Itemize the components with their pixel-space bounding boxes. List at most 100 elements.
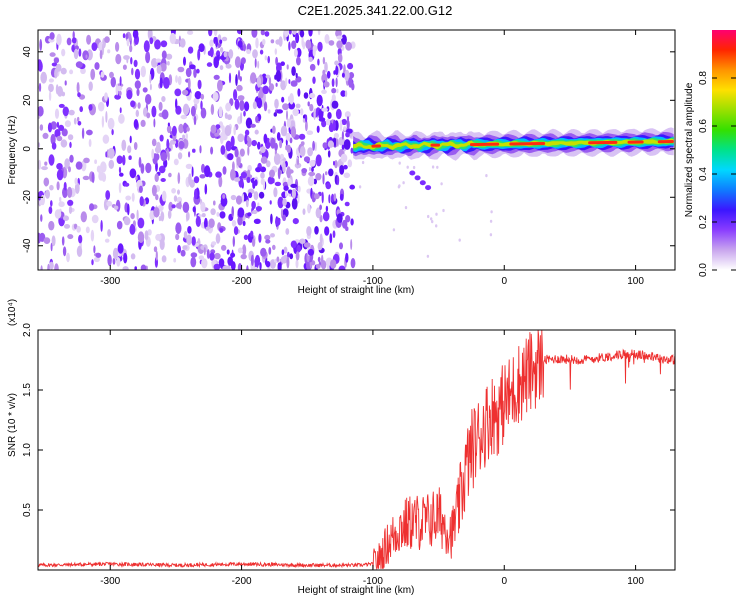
spectrogram-noise-blob [324, 171, 328, 176]
spectrogram-noise-blob [333, 132, 339, 139]
spectrogram-noise-blob [246, 265, 249, 270]
spectrogram-noise-blob [317, 256, 321, 263]
spectrogram-noise-blob [182, 245, 188, 251]
spectrogram-noise-blob [296, 56, 301, 66]
spectrogram-noise-blob [219, 132, 224, 145]
spectrogram-noise-blob [118, 166, 122, 174]
spectrogram-noise-blob [275, 70, 282, 82]
spectrogram-noise-blob [78, 234, 83, 244]
spectrogram-noise-blob [250, 123, 256, 128]
colorbar-tick-label: 0.2 [698, 215, 709, 229]
spectrogram-noise-blob [62, 246, 67, 257]
spectrogram-noise-blob [263, 101, 268, 112]
spectrogram-noise-blob [348, 76, 353, 88]
spectrogram-noise-blob [336, 88, 339, 94]
spectrogram-noise-blob [343, 126, 347, 131]
spectrogram-noise-blob [62, 189, 69, 196]
spectrogram-noise-blob [107, 117, 115, 130]
spectrogram-noise-blob [178, 123, 184, 134]
spectrogram-noise-blob [289, 137, 293, 144]
spectrogram-noise-blob [345, 41, 352, 51]
snr-x-tick-label: 100 [627, 576, 644, 587]
spectrogram-scatter-blob [490, 210, 493, 214]
spectrogram-marks [38, 30, 674, 270]
spectrogram-noise-blob [76, 245, 83, 257]
spectrogram-noise-blob [309, 63, 316, 71]
spectrogram-noise-blob [67, 186, 73, 198]
spectrogram-noise-blob [54, 68, 58, 79]
spectrogram-noise-blob [220, 145, 226, 155]
spectrogram-noise-blob [38, 159, 42, 170]
spectrogram-noise-blob [295, 251, 300, 261]
spectrogram-noise-blob [260, 146, 266, 154]
spectrogram-noise-blob [257, 60, 260, 69]
spectrogram-noise-blob [183, 56, 186, 66]
spectrogram-noise-blob [267, 109, 271, 114]
spectrogram-noise-blob [288, 79, 291, 84]
spectrogram-noise-blob [268, 247, 272, 255]
spectrogram-noise-blob [234, 98, 240, 110]
spectrogram-noise-blob [67, 234, 74, 240]
spectrogram-noise-blob [189, 64, 196, 70]
spectrogram-noise-blob [105, 190, 111, 200]
spectrogram-noise-blob [115, 53, 122, 65]
spectrogram-noise-blob [91, 259, 94, 266]
spectrogram-scatter-blob [435, 212, 438, 216]
snr-y-tick-label: 0.5 [22, 503, 33, 517]
spectrogram-noise-blob [219, 211, 226, 219]
spectrogram-noise-blob [339, 165, 345, 175]
spectrogram-noise-blob [212, 91, 219, 102]
spectrogram-noise-blob [224, 125, 232, 137]
spectrogram-noise-blob [200, 93, 205, 100]
snr-plot-area [38, 330, 675, 570]
spectrogram-noise-blob [318, 108, 324, 120]
spectrogram-noise-blob [234, 148, 239, 158]
spectrogram-noise-blob [190, 256, 197, 268]
spectrogram-scatter-blob [397, 185, 401, 189]
spectrogram-noise-blob [61, 236, 65, 246]
spectrogram-noise-blob [344, 111, 351, 118]
spectrogram-noise-blob [265, 261, 271, 268]
spectrogram-noise-blob [286, 256, 290, 269]
spectrogram-scatter-blob [431, 220, 434, 224]
spectrogram-scatter-blob [406, 165, 409, 169]
spectrogram-noise-blob [54, 108, 60, 119]
spectrogram-x-tick-label: -200 [232, 276, 252, 287]
spectrogram-noise-blob [252, 209, 258, 215]
spectrogram-noise-blob [274, 48, 277, 55]
spectrogram-noise-blob [190, 252, 198, 258]
figure-title: C2E1.2025.341.22.00.G12 [298, 3, 453, 18]
spectrogram-noise-blob [73, 48, 79, 60]
spectrogram-noise-blob [171, 188, 177, 194]
spectrogram-noise-blob [295, 32, 300, 44]
spectrogram-noise-blob [38, 82, 42, 92]
spectrogram-noise-blob [328, 123, 335, 133]
spectrogram-noise-blob [86, 129, 93, 136]
spectrogram-noise-blob [324, 61, 328, 73]
spectrogram-noise-blob [98, 171, 105, 181]
spectrogram-noise-blob [63, 181, 67, 191]
spectrogram-noise-blob [206, 62, 213, 67]
spectrogram-noise-blob [286, 144, 291, 154]
spectrogram-noise-blob [321, 191, 324, 204]
spectrogram-noise-blob [200, 201, 206, 213]
colorbar-tick-label: 0.8 [698, 71, 709, 85]
spectrogram-noise-blob [293, 48, 298, 58]
spectrogram-noise-blob [350, 258, 356, 269]
spectrogram-noise-blob [287, 251, 290, 258]
spectrogram-noise-blob [171, 125, 177, 137]
spectrogram-noise-blob [347, 62, 354, 70]
spectrogram-noise-blob [246, 169, 251, 177]
spectrogram-noise-blob [56, 163, 63, 170]
spectrogram-noise-blob [259, 49, 264, 55]
spectrogram-noise-blob [151, 105, 157, 118]
spectrogram-noise-blob [321, 120, 327, 128]
spectrogram-noise-blob [237, 263, 242, 270]
spectrogram-noise-blob [311, 166, 314, 172]
spectrogram-noise-blob [242, 220, 246, 227]
spectrogram-noise-blob [130, 213, 135, 220]
spectrogram-noise-blob [286, 64, 289, 70]
spectrogram-noise-blob [309, 92, 316, 99]
spectrogram-noise-blob [257, 141, 261, 150]
spectrogram-noise-blob [350, 218, 354, 226]
